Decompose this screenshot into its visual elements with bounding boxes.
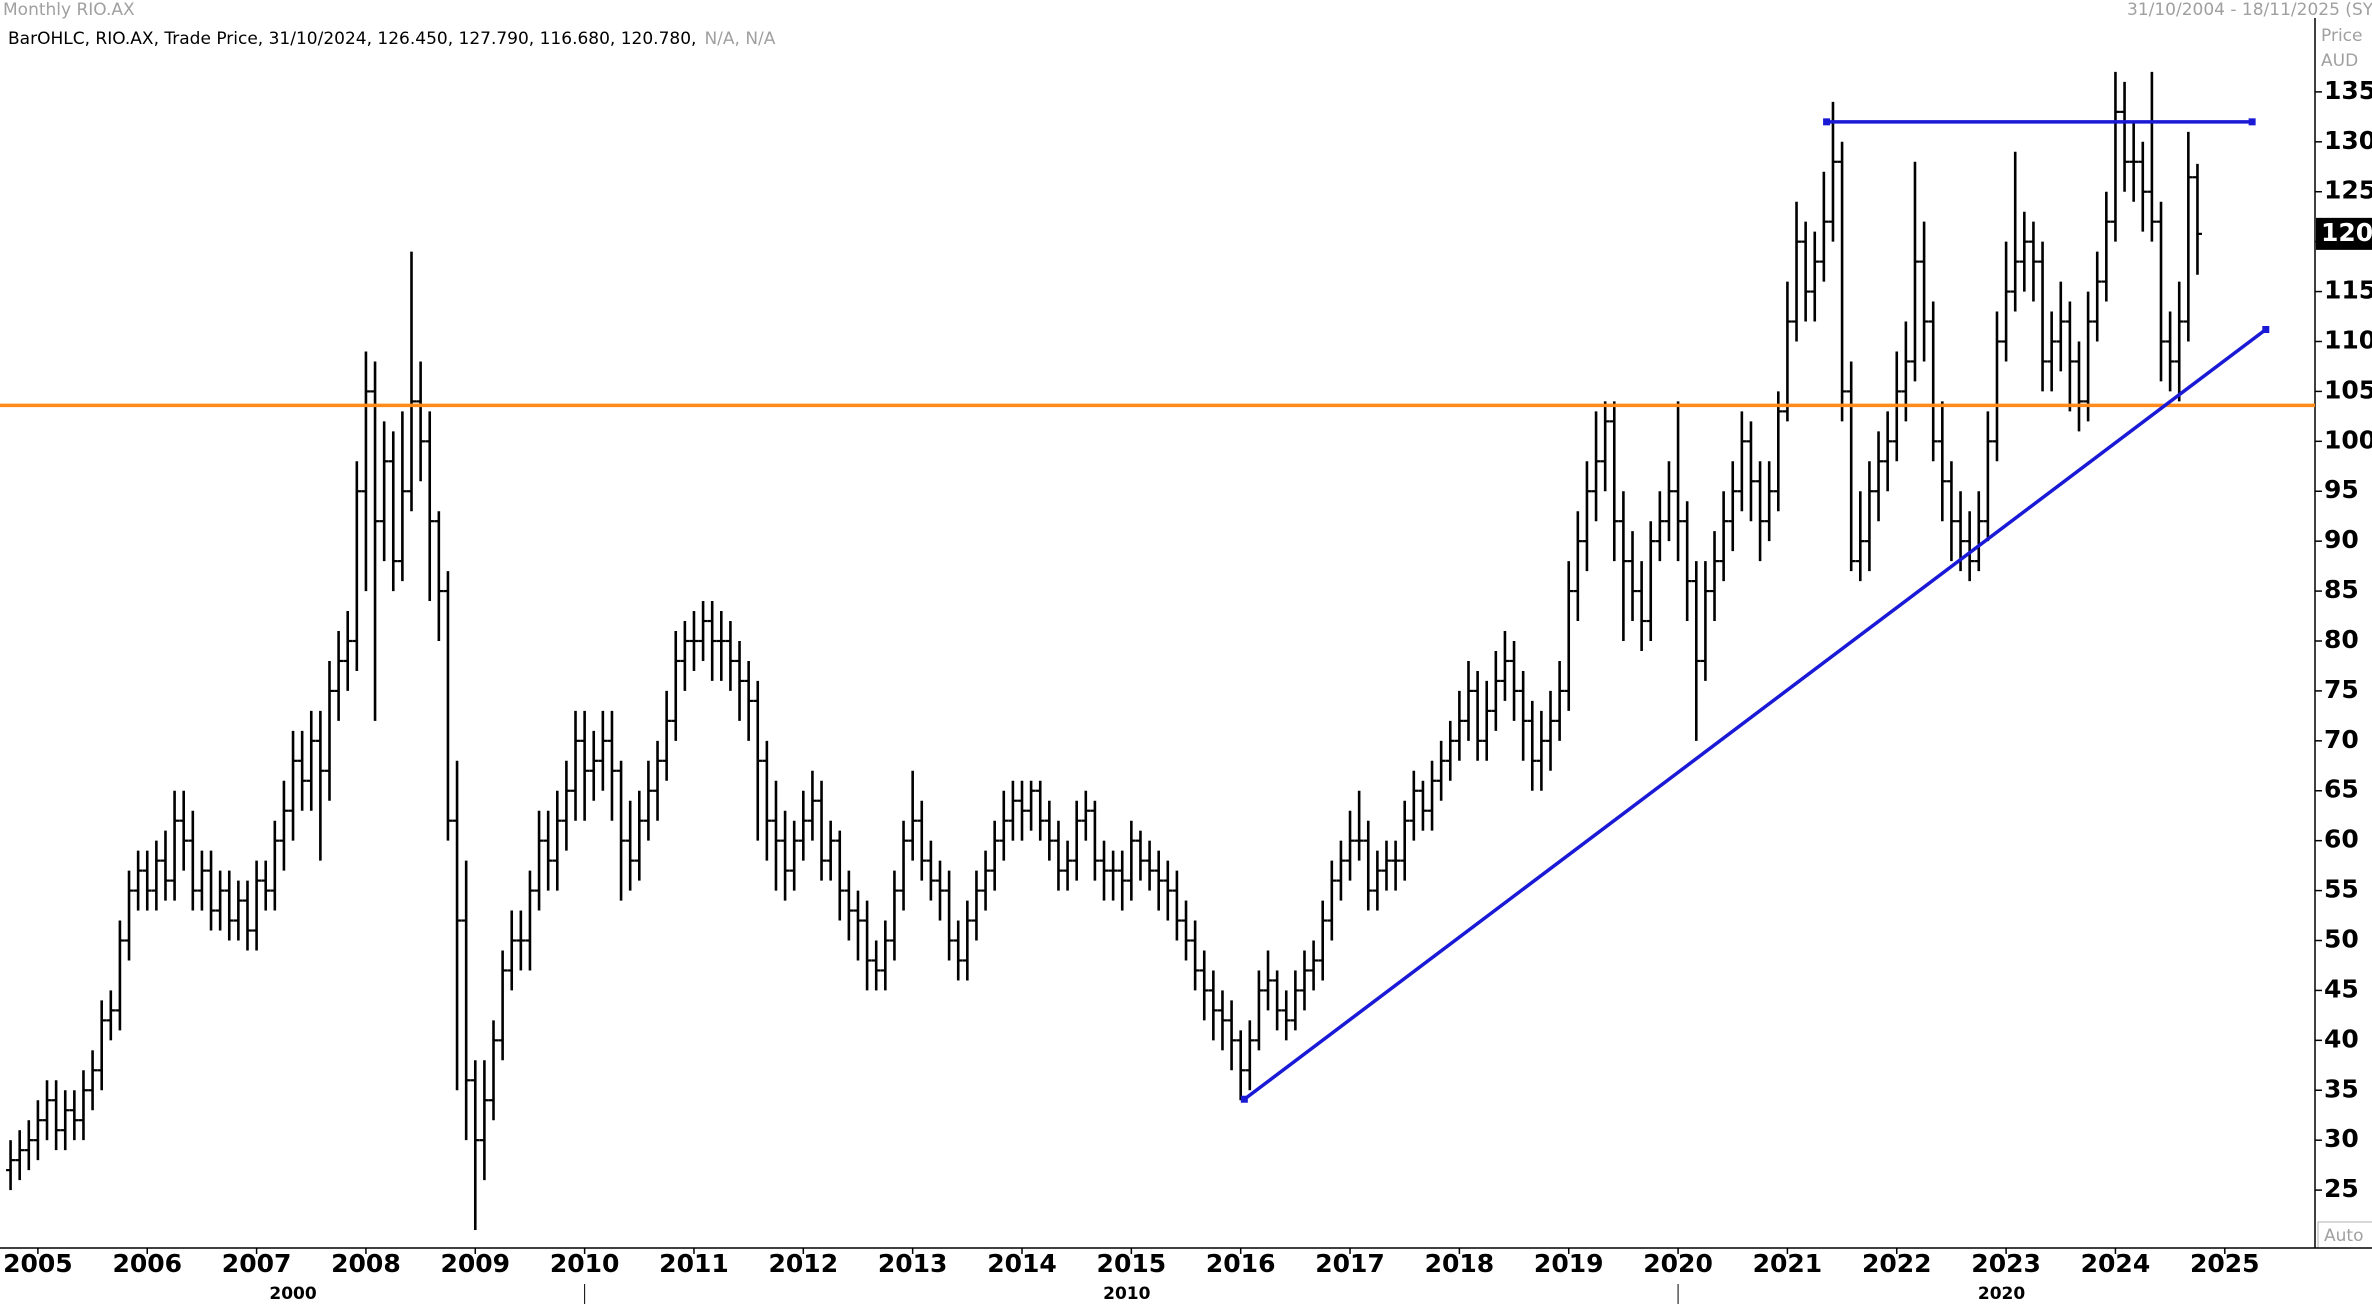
legend-text: BarOHLC, RIO.AX, Trade Price, 31/10/2024… <box>8 29 696 49</box>
date-range: 31/10/2004 - 18/11/2025 (SY <box>2127 0 2372 20</box>
y-tick-label: 105 <box>2324 375 2372 404</box>
x-tick2-label: 2010 <box>1103 1284 1150 1304</box>
x-tick-label: 2006 <box>112 1249 182 1278</box>
y-tick-label: 55 <box>2324 875 2359 904</box>
x-tick-label: 2010 <box>550 1249 620 1278</box>
trend-handle <box>2262 326 2270 334</box>
x-tick-label: 2011 <box>659 1249 729 1278</box>
last-price-label: 120.780 <box>2321 218 2372 247</box>
y-tick-label: 110 <box>2324 325 2372 354</box>
trend-handle <box>2248 118 2256 126</box>
y-tick-label: 65 <box>2324 775 2359 804</box>
y-tick-label: 60 <box>2324 825 2359 854</box>
y-tick-label: 100 <box>2324 425 2372 454</box>
x-tick-label: 2017 <box>1315 1249 1385 1278</box>
last-price-badge <box>2316 217 2372 250</box>
y-tick-label: 95 <box>2324 475 2359 504</box>
y-tick-label: 75 <box>2324 675 2359 704</box>
y-tick-label: 125 <box>2324 176 2372 205</box>
x-tick2-label: 2000 <box>269 1284 316 1304</box>
x-tick-label: 2008 <box>331 1249 401 1278</box>
y-tick-label: 70 <box>2324 725 2359 754</box>
x-tick-label: 2024 <box>2081 1249 2151 1278</box>
y-tick-label: 45 <box>2324 974 2359 1003</box>
x-tick-label: 2022 <box>1862 1249 1932 1278</box>
x-tick-label: 2021 <box>1753 1249 1823 1278</box>
x-tick-label: 2018 <box>1425 1249 1495 1278</box>
ohlc-bars <box>6 71 2202 1231</box>
chart-title: Monthly RIO.AX <box>3 0 135 20</box>
y-tick-label: 25 <box>2324 1174 2359 1203</box>
y-tick-label: 50 <box>2324 925 2359 954</box>
x-tick-label: 2015 <box>1097 1249 1167 1278</box>
x-tick-label: 2007 <box>222 1249 292 1278</box>
scale-mode[interactable]: Auto <box>2324 1226 2363 1246</box>
x-tick-label: 2016 <box>1206 1249 1276 1278</box>
x-tick-label: 2023 <box>1971 1249 2041 1278</box>
scale-mode-box[interactable] <box>2317 1221 2372 1249</box>
trend-handle <box>1240 1095 1248 1103</box>
trend-line <box>1243 328 2267 1101</box>
x-tick-label: 2014 <box>987 1249 1057 1278</box>
y-tick-label: 115 <box>2324 276 2372 305</box>
x-tick-label: 2012 <box>769 1249 839 1278</box>
x-tick-label: 2019 <box>1534 1249 1604 1278</box>
x-tick-label: 2020 <box>1643 1249 1713 1278</box>
y-axis-label: Price <box>2321 26 2362 46</box>
y-tick-label: 30 <box>2324 1124 2359 1153</box>
y-axis-unit: AUD <box>2321 51 2358 71</box>
legend-na: N/A, N/A <box>704 29 775 49</box>
y-tick-label: 40 <box>2324 1024 2359 1053</box>
x-tick-label: 2009 <box>440 1249 510 1278</box>
trend-handle <box>1823 118 1831 126</box>
x-tick2-label: 2020 <box>1978 1284 2025 1304</box>
y-tick-label: 85 <box>2324 575 2359 604</box>
y-tick-label: 90 <box>2324 525 2359 554</box>
y-tick-label: 35 <box>2324 1074 2359 1103</box>
y-tick-label: 130 <box>2324 126 2372 155</box>
y-tick-label: 135 <box>2324 76 2372 105</box>
x-tick-label: 2005 <box>3 1249 73 1278</box>
x-tick-label: 2013 <box>878 1249 948 1278</box>
x-tick-label: 2025 <box>2190 1249 2260 1278</box>
y-tick-label: 80 <box>2324 625 2359 654</box>
